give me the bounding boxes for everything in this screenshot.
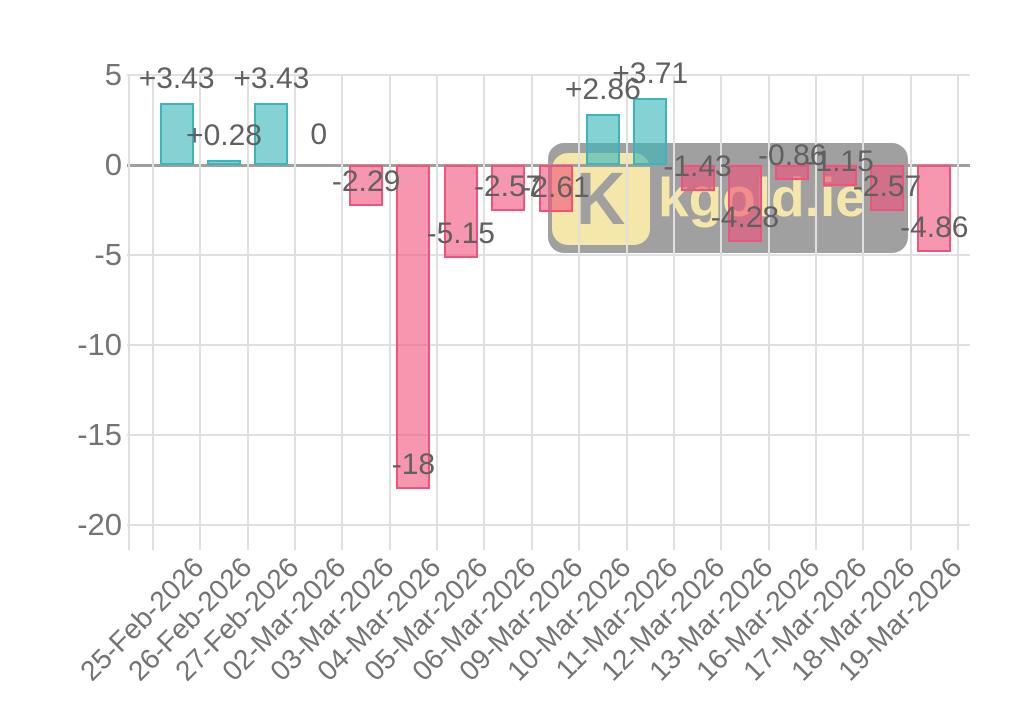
value-label: -1.43 — [663, 149, 732, 183]
y-axis-label: 5 — [104, 57, 122, 92]
gridline-v — [483, 75, 486, 550]
gridline-h — [127, 434, 970, 436]
y-axis-label: -15 — [77, 417, 122, 452]
gridline-v — [128, 75, 130, 550]
gridline-v — [720, 75, 723, 550]
bar-09-Mar-2026[interactable] — [538, 165, 573, 212]
value-label: -4.28 — [710, 201, 780, 235]
bar-06-Mar-2026[interactable] — [491, 165, 526, 212]
gridline-v — [199, 75, 202, 550]
gridline-h — [127, 74, 970, 76]
value-label: -2.61 — [521, 170, 590, 204]
bar-13-Mar-2026[interactable] — [727, 165, 762, 243]
bar-16-Mar-2026[interactable] — [775, 165, 810, 181]
y-axis-label: -20 — [77, 507, 122, 542]
bar-11-Mar-2026[interactable] — [633, 98, 668, 165]
gridline-v — [436, 75, 439, 550]
gridline-v — [957, 75, 959, 550]
bar-03-Mar-2026[interactable] — [349, 165, 384, 207]
bar-19-Mar-2026[interactable] — [917, 165, 952, 253]
gridline-v — [862, 75, 865, 550]
value-label: +3.43 — [138, 62, 215, 96]
bar-25-Feb-2026[interactable] — [159, 103, 194, 165]
gridline-h — [127, 524, 970, 526]
value-label: -2.29 — [331, 165, 401, 199]
y-axis-label: 0 — [104, 147, 122, 182]
bar-05-Mar-2026[interactable] — [443, 165, 478, 258]
bar-10-Mar-2026[interactable] — [585, 113, 620, 165]
bar-04-Mar-2026[interactable] — [396, 165, 431, 489]
value-label: -5.15 — [426, 216, 495, 250]
value-label: +3.43 — [233, 62, 310, 96]
gridline-v — [814, 75, 817, 550]
value-label: -2.57 — [473, 170, 543, 204]
gridline-v — [767, 75, 770, 550]
bar-27-Feb-2026[interactable] — [254, 103, 289, 165]
y-axis-label: -10 — [77, 327, 122, 362]
gridline-v — [625, 75, 628, 550]
gridline-v — [152, 75, 154, 550]
value-label: +2.86 — [564, 72, 641, 106]
bar-17-Mar-2026[interactable] — [822, 165, 857, 186]
value-label: -4.86 — [900, 211, 969, 245]
gridline-v — [388, 75, 391, 550]
value-label: +3.71 — [612, 57, 689, 91]
gridline-v — [672, 75, 675, 550]
y-axis-label: -5 — [94, 237, 122, 272]
gridline-v — [341, 75, 344, 550]
gridline-v — [530, 75, 533, 550]
kgold-logo-letter: K — [576, 157, 626, 240]
bar-18-Mar-2026[interactable] — [869, 165, 904, 212]
bar-12-Mar-2026[interactable] — [680, 165, 715, 191]
value-label: -1.15 — [805, 144, 874, 178]
gridline-v — [578, 75, 581, 550]
gridline-v — [246, 75, 249, 550]
gridline-h — [127, 344, 970, 346]
bar-26-Feb-2026[interactable] — [207, 159, 242, 165]
value-label: -0.86 — [758, 139, 827, 173]
value-label: 0 — [310, 118, 328, 151]
value-label: -2.57 — [852, 170, 922, 204]
value-label: -18 — [391, 448, 436, 481]
gridline-v — [909, 75, 912, 550]
gridline-h — [127, 254, 970, 256]
value-label: +0.28 — [186, 118, 262, 152]
gridline-v — [294, 75, 297, 550]
